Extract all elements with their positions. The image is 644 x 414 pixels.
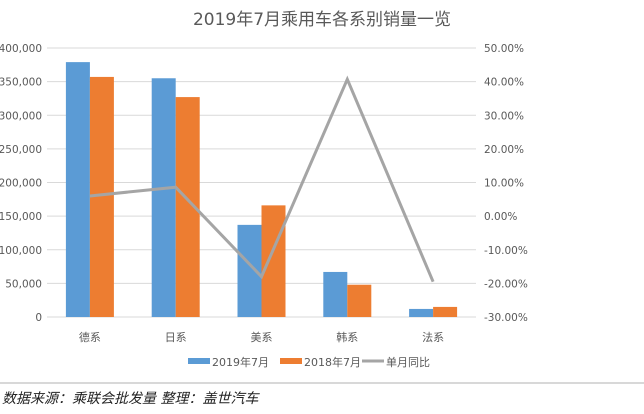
bar-2019 [409, 308, 434, 317]
y-right-tick-label: 0.00% [484, 211, 517, 223]
legend-label: 2019年7月 [212, 355, 269, 369]
x-tick-label: 美系 [251, 331, 273, 344]
y-right-tick-label: 10.00% [484, 178, 524, 190]
y-right-tick-label: 30.00% [484, 110, 524, 122]
x-tick-label: 德系 [79, 330, 101, 344]
x-tick-label: 韩系 [336, 330, 358, 344]
y-left-tick-label: 300,000 [0, 110, 42, 122]
y-left-tick-label: 200,000 [0, 178, 42, 190]
y-right-tick-label: 40.00% [484, 77, 524, 89]
source-note: 数据来源：乘联会批发量 整理：盖世汽车 [2, 391, 259, 407]
y-left-tick-label: 0 [35, 312, 42, 324]
separator [0, 382, 644, 384]
bar-2018 [433, 306, 458, 317]
y-left-tick-label: 100,000 [0, 245, 42, 257]
bar-2019 [323, 271, 348, 317]
x-tick-label: 法系 [422, 330, 444, 344]
legend-swatch [280, 358, 302, 364]
y-right-tick-label: -30.00% [484, 312, 528, 324]
x-tick-label: 日系 [165, 331, 187, 344]
y-left-tick-label: 150,000 [0, 211, 42, 223]
y-left-tick-label: 350,000 [0, 77, 42, 89]
y-right-tick-label: 50.00% [484, 43, 524, 55]
bar-2019 [65, 62, 90, 318]
y-left-tick-label: 250,000 [0, 144, 42, 156]
y-right-tick-label: 20.00% [484, 144, 524, 156]
chart-title: 2019年7月乘用车各系别销量一览 [193, 10, 451, 30]
bar-2018 [261, 205, 286, 317]
y-right-tick-label: -20.00% [484, 278, 528, 290]
legend-label: 单月同比 [386, 356, 430, 369]
legend-swatch [188, 358, 210, 364]
bar-2018 [347, 284, 372, 317]
bar-2019 [151, 78, 176, 317]
legend-label: 2018年7月 [304, 355, 361, 369]
y-left-tick-label: 50,000 [5, 278, 42, 290]
y-left-tick-label: 400,000 [0, 43, 42, 55]
y-right-tick-label: -10.00% [484, 245, 528, 257]
